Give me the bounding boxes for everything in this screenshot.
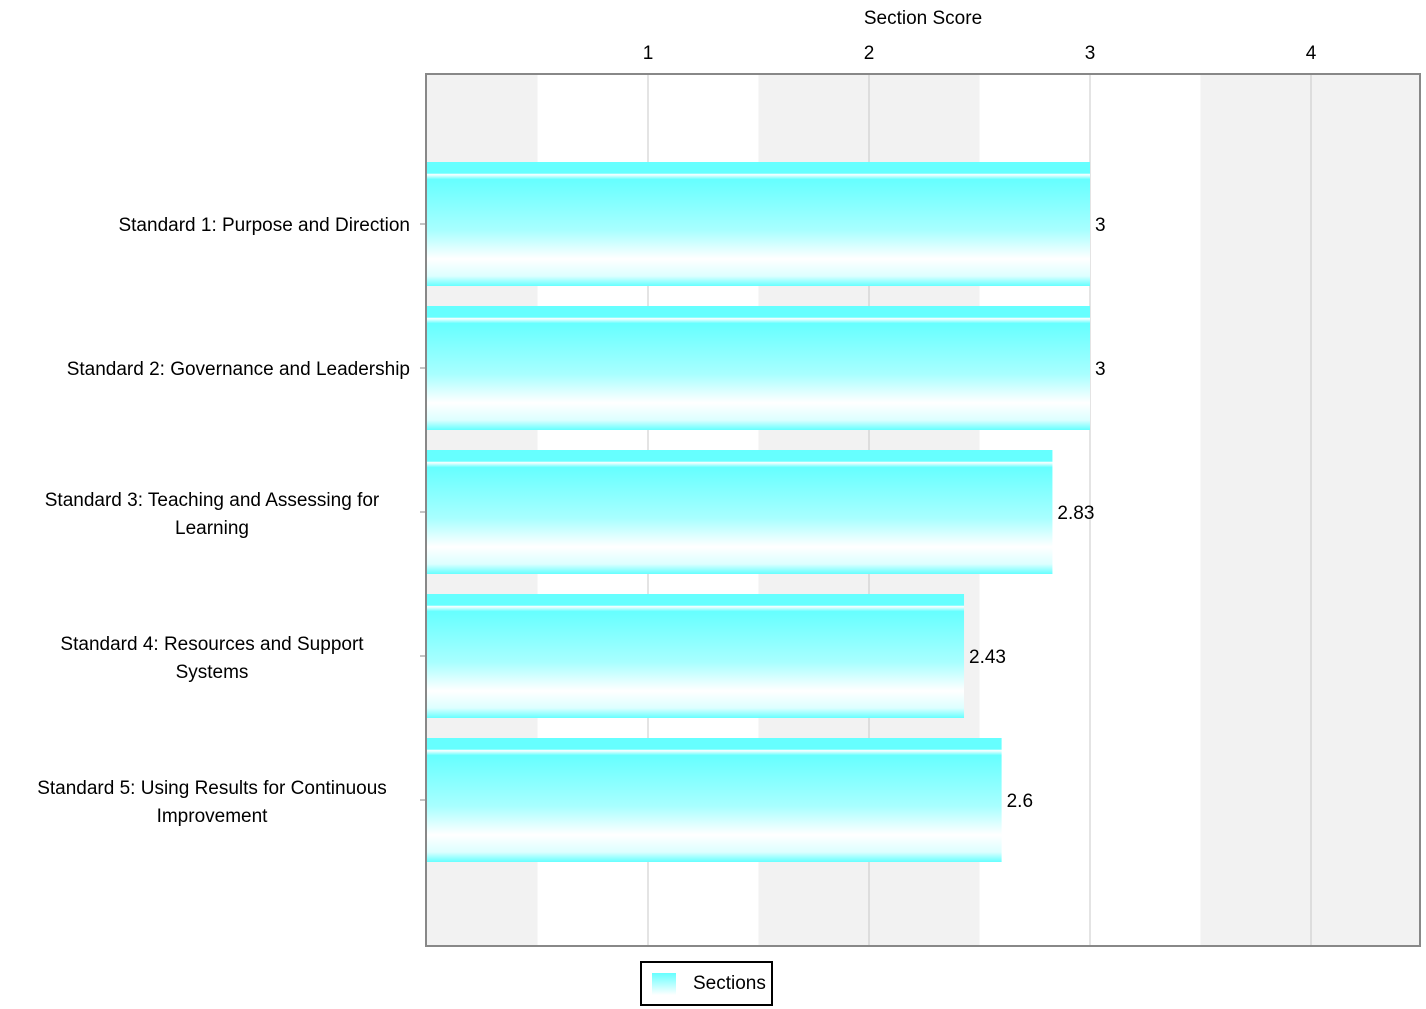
x-axis-title: Section Score [864, 8, 982, 29]
bar [427, 738, 1002, 862]
plot-area-frame [425, 73, 1421, 947]
bar-chart: Section Score 1 2 3 4 Standard 1: Purpose a… [37, 8, 1421, 947]
bar [427, 162, 1090, 286]
bar [427, 594, 965, 718]
legend: Sections [640, 961, 773, 1006]
x-tick-label: 1 [643, 43, 654, 64]
legend-swatch [652, 972, 676, 995]
bars [427, 162, 1090, 862]
x-tick-labels: 1 2 3 4 [643, 43, 1317, 64]
x-tick-label: 4 [1306, 43, 1317, 64]
value-label: 2.83 [1057, 503, 1094, 524]
x-tick-label: 3 [1085, 43, 1096, 64]
value-labels: 3 3 2.83 2.43 2.6 [969, 215, 1106, 812]
value-label: 2.6 [1007, 791, 1033, 812]
value-label: 3 [1095, 359, 1106, 380]
category-label-line: Learning [175, 518, 249, 539]
value-label: 2.43 [969, 647, 1006, 668]
bar [427, 306, 1090, 430]
bar [427, 450, 1053, 574]
category-label: Standard 1: Purpose and Direction [118, 215, 410, 236]
category-label-line: Standard 5: Using Results for Continuous [37, 778, 387, 799]
background-band [1311, 74, 1420, 946]
category-label: Standard 5: Using Results for Continuous… [37, 778, 387, 827]
category-label-line: Improvement [157, 806, 269, 827]
background-band [1200, 74, 1311, 946]
x-tick-label: 2 [864, 43, 875, 64]
category-labels: Standard 1: Purpose and Direction Standar… [37, 215, 426, 827]
value-label: 3 [1095, 215, 1106, 236]
category-label: Standard 4: Resources and Support Systems [60, 634, 364, 683]
category-label: Standard 2: Governance and Leadership [67, 359, 410, 380]
category-label-line: Standard 3: Teaching and Assessing for [45, 490, 380, 511]
background-band [1090, 74, 1201, 946]
category-label-line: Standard 4: Resources and Support [60, 634, 364, 655]
category-label: Standard 3: Teaching and Assessing for Le… [45, 490, 380, 539]
legend-label: Sections [693, 972, 766, 994]
category-label-line: Systems [176, 662, 249, 683]
